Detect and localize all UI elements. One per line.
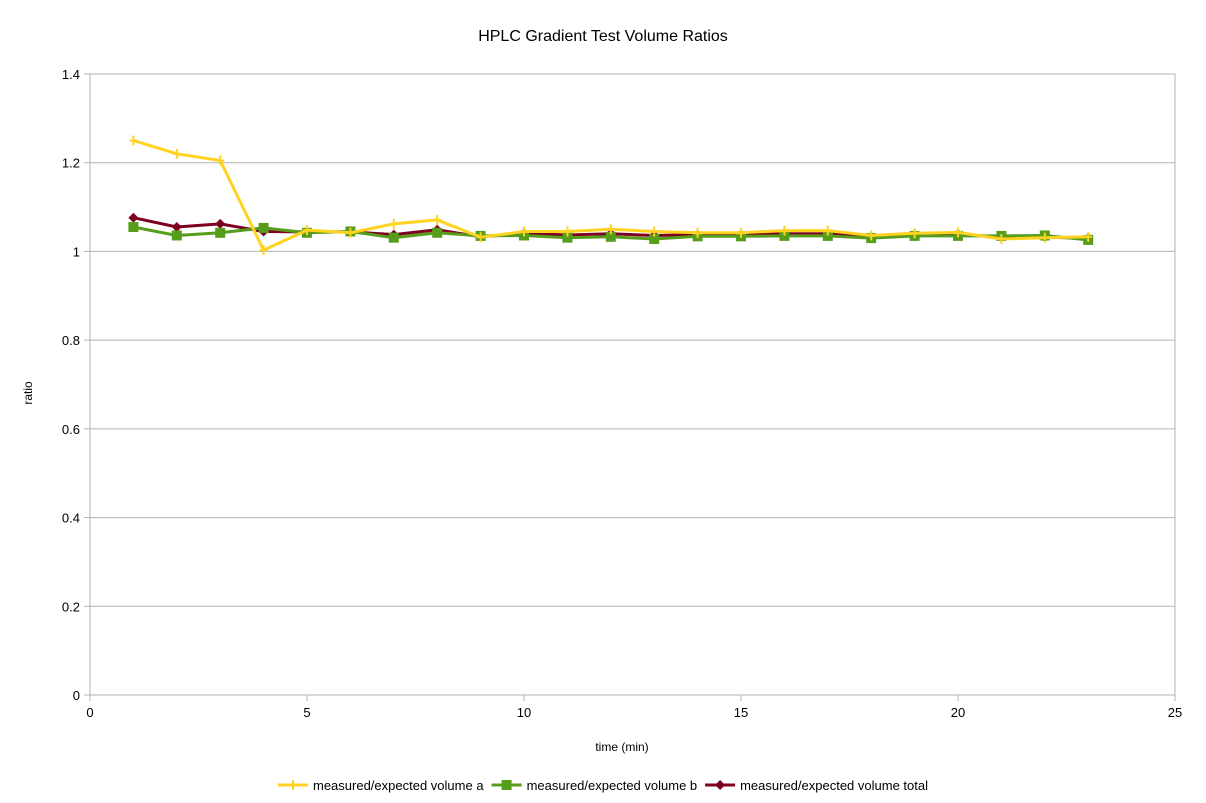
data-point (216, 155, 225, 166)
data-point (129, 135, 138, 146)
data-point (563, 226, 572, 237)
legend-item: measured/expected volume b (491, 778, 698, 793)
data-point (780, 225, 789, 236)
y-tick-label: 1.2 (62, 156, 80, 171)
y-tick-label: 0.8 (62, 333, 80, 348)
data-point (433, 214, 442, 225)
x-tick-label: 5 (303, 705, 310, 720)
y-axis-label: ratio (21, 381, 35, 405)
plot-area (89, 73, 1176, 696)
data-point (258, 222, 269, 233)
legend-marker (715, 780, 726, 790)
y-tick-label: 0.2 (62, 599, 80, 614)
data-point (822, 230, 833, 241)
x-axis-ticks: 0 5 10 15 20 25 (86, 695, 1182, 720)
data-point (606, 224, 615, 235)
y-tick-label: 1 (73, 244, 80, 259)
series-1 (129, 135, 1093, 256)
gridlines (90, 73, 1175, 696)
data-point (1040, 232, 1049, 243)
data-point (562, 232, 573, 243)
data-point (867, 230, 876, 241)
data-point (303, 225, 311, 236)
legend-label: measured/expected volume b (527, 778, 698, 793)
x-axis-label: time (min) (595, 740, 648, 754)
data-point (1084, 231, 1093, 242)
data-point (171, 222, 182, 233)
data-point (779, 230, 790, 241)
data-point (128, 222, 139, 233)
legend: measured/expected volume a measured/expec… (278, 778, 928, 793)
x-tick-label: 20 (951, 705, 965, 720)
data-point (259, 245, 268, 256)
data-point (388, 232, 399, 243)
data-point (997, 234, 1006, 245)
data-point (520, 226, 528, 237)
x-tick-label: 25 (1168, 705, 1182, 720)
y-axis-ticks: 0 0.2 0.4 0.6 0.8 1 1.2 1.4 (62, 67, 90, 703)
data-point (389, 218, 398, 229)
legend-label: measured/expected volume a (313, 778, 484, 793)
series-group (128, 135, 1094, 256)
x-tick-label: 15 (734, 705, 748, 720)
data-point (171, 230, 182, 241)
data-point (910, 228, 919, 239)
data-point (650, 226, 659, 237)
data-point (649, 234, 660, 245)
legend-label: measured/expected volume total (740, 778, 928, 793)
data-point (215, 218, 226, 229)
data-point (605, 231, 616, 242)
data-point (693, 227, 702, 238)
legend-marker (501, 780, 512, 790)
y-tick-label: 0.4 (62, 511, 80, 526)
chart-title: HPLC Gradient Test Volume Ratios (478, 28, 728, 45)
x-tick-label: 0 (86, 705, 93, 720)
data-point (432, 227, 443, 238)
data-point (128, 212, 139, 223)
data-point (737, 227, 745, 238)
y-tick-label: 0 (73, 688, 80, 703)
data-point (215, 227, 226, 238)
data-point (172, 148, 181, 159)
legend-marker (289, 780, 297, 790)
legend-item: measured/expected volume a (278, 778, 484, 793)
data-point (476, 232, 485, 243)
x-tick-label: 10 (517, 705, 531, 720)
legend-item: measured/expected volume total (705, 778, 928, 793)
data-point (823, 225, 832, 236)
y-tick-label: 0.6 (62, 422, 80, 437)
y-tick-label: 1.4 (62, 67, 80, 82)
data-point (954, 227, 962, 238)
data-point (346, 227, 355, 238)
